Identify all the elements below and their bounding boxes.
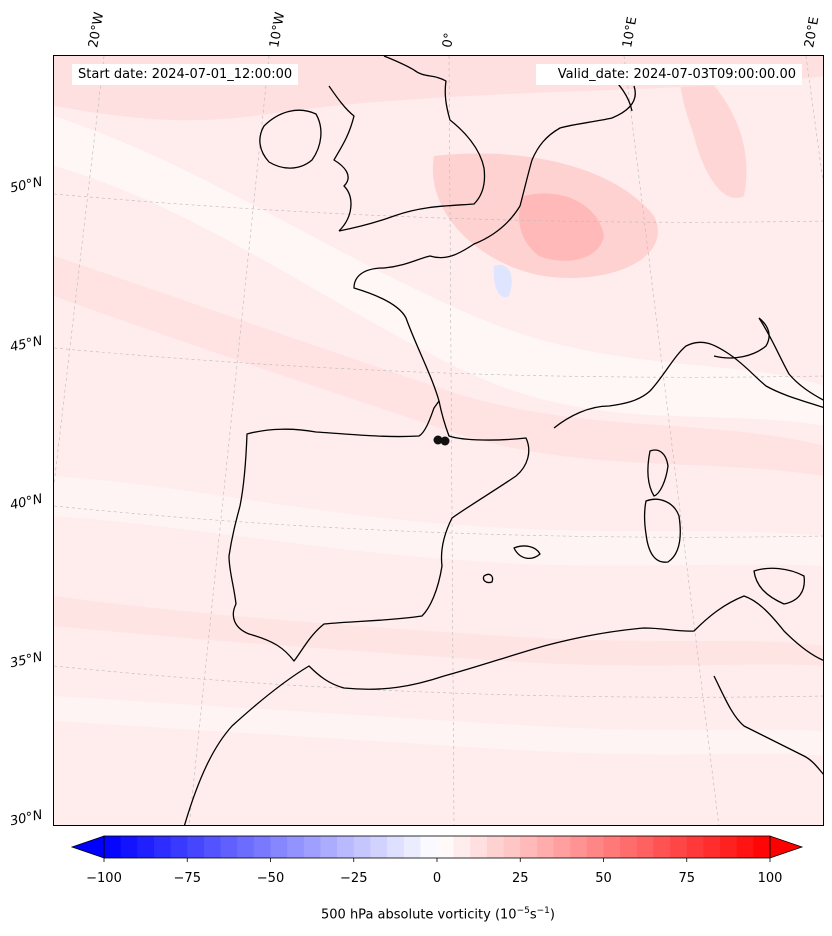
colorbar-cell [403, 836, 421, 858]
colorbar-cell [287, 836, 305, 858]
valid-date-label: Valid_date: 2024-07-03T09:00:00.00 [536, 64, 802, 85]
colorbar-title: 500 hPa absolute vorticity (10−5s−1) [321, 906, 555, 923]
colorbar-cell [720, 836, 738, 858]
colorbar-cell [553, 836, 571, 858]
colorbar-cell [203, 836, 222, 858]
colorbar-cell [636, 836, 654, 858]
colorbar-cell [270, 836, 288, 858]
colorbar-cells [104, 836, 771, 858]
colorbar-cell [220, 836, 238, 858]
colorbar-cell [570, 836, 588, 858]
colorbar-cell [753, 836, 771, 858]
colorbar-cell [736, 836, 754, 858]
colorbar-cell [520, 836, 538, 858]
colorbar-cell [370, 836, 388, 858]
colorbar-tick-label: 75 [678, 871, 696, 886]
colorbar-cell [337, 836, 355, 858]
colorbar-tick-label: 0 [432, 871, 442, 886]
colorbar-tick-label: −25 [340, 871, 368, 886]
colorbar-cell [153, 836, 172, 858]
colorbar-cell [353, 836, 371, 858]
colorbar-cell [620, 836, 638, 858]
colorbar-max-arrow [769, 835, 804, 859]
colorbar-cell [120, 836, 138, 858]
start-date-label: Start date: 2024-07-01_12:00:00 [72, 64, 299, 85]
colorbar-tick-label: −75 [173, 871, 201, 886]
colorbar-cell [420, 836, 438, 858]
colorbar-cell [453, 836, 471, 858]
colorbar-cell [320, 836, 338, 858]
colorbar-cell [437, 836, 455, 858]
colorbar-cell [253, 836, 271, 858]
colorbar-cell [237, 836, 255, 858]
colorbar-tick-label: 50 [595, 871, 612, 886]
colorbar-cell [703, 836, 721, 858]
colorbar-ticks [103, 858, 771, 862]
colorbar-tick-label: −100 [86, 871, 122, 886]
colorbar-cell [586, 836, 604, 858]
colorbar-cell [536, 836, 555, 858]
colorbar-tick-label: −50 [256, 871, 285, 886]
colorbar-tick-label: 25 [511, 871, 529, 886]
colorbar-min-arrow [70, 835, 105, 859]
colorbar-cell [303, 836, 321, 858]
colorbar-cell [137, 836, 155, 858]
location-marker [433, 435, 450, 446]
colorbar-cell [503, 836, 521, 858]
colorbar-cell [470, 836, 488, 858]
colorbar-cell [187, 836, 205, 858]
colorbar-cell [486, 836, 505, 858]
colorbar-tick-label: 100 [757, 871, 783, 886]
colorbar-cell [686, 836, 704, 858]
colorbar-cell [670, 836, 688, 858]
map-panel [53, 55, 824, 826]
colorbar-cell [170, 836, 188, 858]
colorbar-cell [653, 836, 671, 858]
colorbar-cell [104, 836, 122, 858]
colorbar-cell [387, 836, 405, 858]
colorbar-cell [603, 836, 621, 858]
vorticity-field [54, 56, 823, 825]
